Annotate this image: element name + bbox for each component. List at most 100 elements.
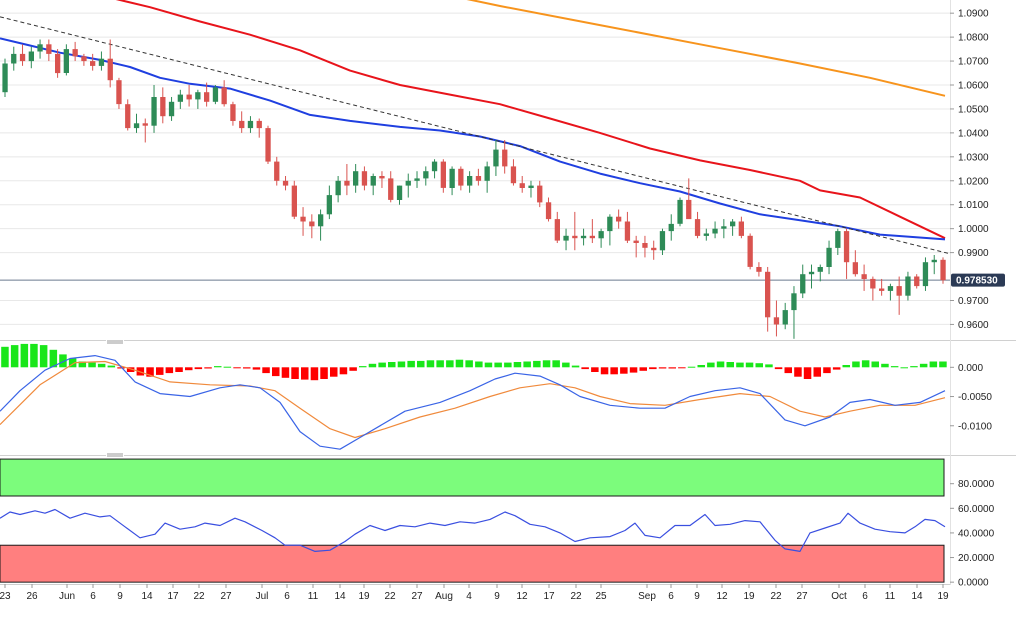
- macd-histogram-bar: [252, 367, 261, 370]
- x-tick-label: 19: [937, 591, 949, 602]
- rsi-oversold-zone: [0, 544, 945, 583]
- x-tick-label: 12: [716, 591, 728, 602]
- sma-55-line: [0, 37, 946, 241]
- sma-100-line: [115, 0, 946, 240]
- price-tick-label: 0.9700: [958, 296, 989, 307]
- candle-body: [423, 171, 429, 179]
- macd-histogram-bar: [774, 367, 783, 370]
- candle-body: [896, 286, 902, 296]
- macd-histogram-bar: [900, 367, 908, 369]
- candle-body: [773, 317, 780, 325]
- candle-body: [133, 123, 140, 129]
- candle-body: [861, 274, 867, 279]
- price-gridlines: [0, 12, 950, 325]
- x-tick-label: 25: [595, 591, 607, 602]
- x-tick-label: 6: [90, 591, 96, 602]
- price-tick-label: 1.0200: [958, 176, 989, 187]
- macd-tick-label: 0.000: [958, 363, 983, 374]
- x-tick-label: Oct: [831, 591, 847, 602]
- candle-body: [46, 44, 52, 54]
- candle-body: [633, 240, 639, 243]
- candle-body: [721, 226, 727, 229]
- macd-histogram-bar: [658, 367, 667, 369]
- x-tick-label: 27: [796, 591, 808, 602]
- last-price-badge: 0.978530: [951, 273, 1005, 287]
- candle-body: [484, 166, 490, 181]
- candle-body: [800, 274, 806, 294]
- macd-histogram-bar: [571, 365, 580, 368]
- price-candles: [2, 39, 946, 339]
- candle-body: [738, 221, 744, 236]
- macd-histogram-bar: [417, 360, 425, 368]
- descending-trendline: [0, 16, 951, 255]
- macd-histogram-bar: [78, 361, 87, 368]
- price-tick-label: 1.0400: [958, 128, 989, 139]
- x-tick-label: 17: [543, 591, 555, 602]
- rsi-tick-label: 20.0000: [958, 553, 995, 564]
- candle-body: [177, 94, 183, 102]
- x-tick-label: 9: [117, 591, 123, 602]
- candle-body: [651, 247, 657, 251]
- candle-body: [914, 276, 920, 287]
- macd-histogram-bar: [39, 345, 48, 368]
- macd-histogram-bar: [397, 361, 406, 368]
- macd-histogram-bar: [349, 367, 357, 371]
- macd-histogram-bar: [600, 367, 609, 375]
- x-tick-label: 19: [743, 591, 755, 602]
- candle-body: [870, 278, 876, 289]
- candle-body: [502, 149, 508, 167]
- price-tick-label: 1.0100: [958, 200, 989, 211]
- macd-histogram-bar: [378, 362, 386, 368]
- macd-tick-label: -0.0050: [958, 392, 992, 403]
- candle-body: [703, 233, 709, 236]
- candle-body: [563, 235, 569, 241]
- candle-body: [37, 44, 43, 52]
- candle-body: [449, 168, 455, 188]
- candle-body: [19, 53, 26, 62]
- candle-body: [344, 180, 350, 186]
- candle-body: [756, 267, 762, 272]
- candle-body: [765, 271, 771, 318]
- macd-histogram-bar: [852, 361, 860, 368]
- macd-histogram-bar: [88, 362, 96, 368]
- macd-histogram-bar: [678, 367, 686, 369]
- candle-body: [239, 120, 245, 129]
- macd-histogram-bar: [765, 364, 773, 368]
- candle-body: [55, 53, 61, 74]
- x-tick-label: 17: [167, 591, 179, 602]
- macd-histogram-bar: [204, 367, 212, 369]
- candle-body: [405, 180, 411, 186]
- candle-body: [493, 149, 499, 167]
- macd-histogram-bar: [1, 346, 9, 368]
- candle-body: [414, 178, 420, 181]
- price-tick-label: 1.0500: [958, 104, 989, 115]
- candle-body: [370, 176, 376, 186]
- macd-histogram-bar: [939, 361, 947, 368]
- macd-histogram-bar: [156, 367, 164, 375]
- x-tick-label: 6: [284, 591, 290, 602]
- candle-body: [659, 231, 666, 251]
- macd-histogram-bar: [649, 367, 657, 370]
- candle-body: [353, 171, 359, 186]
- candle-body: [440, 161, 446, 188]
- macd-tick-label: -0.0100: [958, 421, 992, 432]
- candle-body: [747, 235, 753, 267]
- rsi-panel-resize-handle[interactable]: [106, 453, 124, 457]
- macd-histogram-bar: [716, 361, 725, 368]
- macd-panel-resize-handle[interactable]: [106, 340, 124, 344]
- candle-body: [510, 166, 517, 184]
- candle-body: [642, 243, 648, 248]
- macd-histogram-bar: [745, 362, 754, 368]
- macd-histogram-bar: [185, 367, 193, 371]
- candle-body: [90, 61, 96, 66]
- candle-body: [545, 202, 552, 220]
- candle-body: [326, 195, 332, 215]
- x-axis-ticks: 23 26 Jun 6 9 14 17 22 27 Jul 6 11 14 19 22 27 Aug 4 9 12 17…: [0, 584, 949, 602]
- candle-body: [607, 216, 613, 232]
- candle-body: [186, 94, 192, 100]
- rsi-overbought-zone: [0, 458, 945, 497]
- candle-body: [247, 120, 254, 129]
- candle-body: [2, 63, 8, 93]
- candle-body: [817, 267, 823, 272]
- macd-histogram-bar: [552, 360, 560, 368]
